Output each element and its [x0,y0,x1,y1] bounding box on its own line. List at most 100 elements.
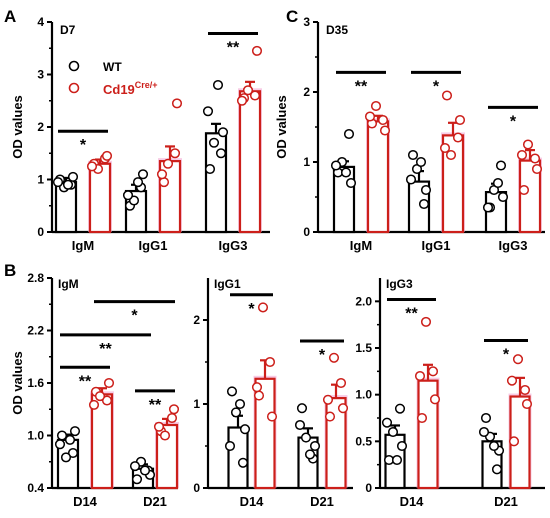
data-point [491,464,503,475]
y-tick-label: 4 [37,15,44,29]
y-tick-label: 2.8 [27,271,44,285]
y-tick-label: 0 [37,225,44,239]
legend-wt-label: WT [103,60,122,74]
data-point [416,412,428,424]
data-point [153,421,165,432]
y-tick-label: 1.6 [27,376,44,390]
bar [227,426,249,490]
y-tick-label: 0 [303,225,310,239]
significance-label: ** [227,40,240,57]
data-point [253,390,265,401]
data-point [257,302,269,313]
y-tick-label: 1.5 [355,341,372,355]
legend-cre-marker [68,82,80,94]
data-point [488,440,500,452]
x-category-label: IgM [350,238,372,253]
significance-label: ** [79,373,92,390]
y-tick-label: 2.0 [355,294,372,308]
y-tick-label: 2 [37,120,44,134]
data-point [204,163,216,175]
x-category-label: D21 [143,494,167,509]
data-point [364,111,376,122]
y-tick-label: 0 [365,481,372,495]
chart-title: D35 [326,23,348,37]
data-point [531,163,543,175]
data-point [60,452,72,463]
y-axis-title: OD values [10,351,25,415]
data-point [497,191,509,203]
data-point [94,391,106,402]
data-point [202,106,214,117]
data-point [171,98,183,109]
data-point [226,386,238,397]
data-point [324,411,336,422]
data-point [103,377,115,389]
data-point [518,184,530,196]
legend: WT Cd19Cre/+ [68,60,158,97]
data-point [129,461,141,472]
data-point [304,449,316,460]
y-axis-title: OD values [274,95,289,159]
data-point [482,202,494,213]
legend-cre-label: Cd19Cre/+ [103,80,158,97]
significance-label: ** [405,305,418,322]
significance-label: ** [149,397,162,414]
data-point [208,137,220,148]
panel-letter-a: A [4,7,16,26]
data-point [322,394,334,405]
data-point [168,404,180,415]
data-point [495,160,507,171]
data-point [62,179,74,190]
y-tick-label: 1.0 [355,388,372,402]
data-point [335,377,347,389]
data-point [506,375,518,386]
data-point [237,457,249,468]
data-point [242,85,254,96]
significance-label: ** [355,78,368,95]
significance-label: * [433,78,440,95]
data-point [328,352,340,363]
data-point [441,90,453,101]
chart-panel-3: 0 1 2 IgG1 D14 D21 * * [193,277,353,509]
data-point [377,114,389,126]
data-point [519,384,531,396]
x-category-label: IgG3 [219,238,248,253]
data-point [415,156,427,168]
significance-label: * [248,301,255,318]
data-point [54,439,66,450]
bar [366,120,390,234]
chart-title: D7 [60,23,76,37]
data-point [414,370,426,382]
significance-label: * [510,113,517,130]
y-tick-label: 2.2 [27,324,44,338]
bar [88,162,112,234]
data-point [264,356,276,368]
data-point [508,436,520,447]
data-point [427,366,439,377]
data-point [101,150,113,161]
y-tick-label: 0.4 [27,481,44,495]
y-tick-label: 0.5 [355,434,372,448]
data-point [215,148,227,159]
data-point [266,411,278,422]
data-point [396,440,408,452]
data-point [56,430,68,441]
data-point [429,394,441,405]
data-point [251,45,263,56]
data-point [345,177,357,189]
data-point [480,412,492,424]
data-point [137,169,149,180]
data-point [131,474,143,485]
data-point [387,426,399,438]
data-point [330,160,342,171]
chart-title: IgM [58,277,79,291]
data-point [239,424,251,435]
data-point [529,153,541,164]
y-tick-label: 2 [303,85,310,99]
data-point [439,142,451,154]
data-point [86,161,98,172]
legend-wt-marker [68,60,80,72]
data-point [67,447,79,459]
significance-label: ** [99,341,112,358]
